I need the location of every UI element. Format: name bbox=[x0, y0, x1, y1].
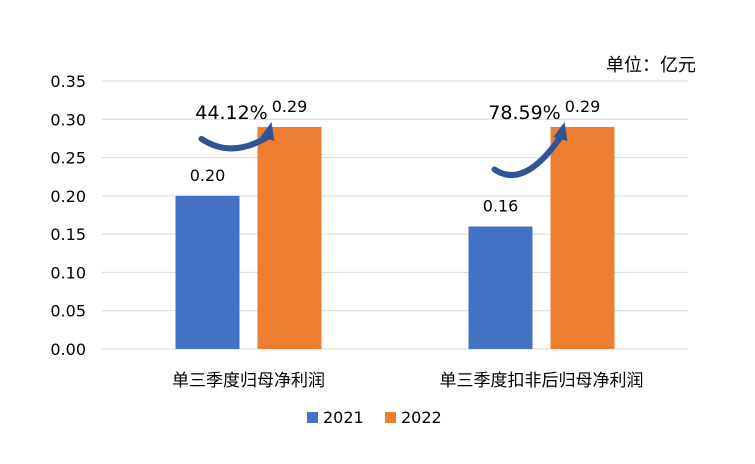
bar-2021 bbox=[468, 226, 533, 349]
growth-arrow-head bbox=[260, 121, 275, 141]
growth-arrow bbox=[198, 133, 271, 152]
unit-label: 单位：亿元 bbox=[606, 55, 696, 76]
y-tick-label: 0.35 bbox=[50, 72, 86, 91]
bar-2021 bbox=[175, 195, 240, 349]
y-tick-label: 0.10 bbox=[50, 263, 86, 282]
y-tick-label: 0.25 bbox=[50, 149, 86, 168]
data-label-2022: 0.29 bbox=[272, 97, 308, 116]
data-label-2021: 0.20 bbox=[190, 166, 226, 185]
growth-arrows: 44.12% 78.59% bbox=[195, 102, 568, 178]
y-tick-label: 0.30 bbox=[50, 110, 86, 129]
legend-label-2021: 2021 bbox=[323, 408, 364, 427]
legend-label-2022: 2022 bbox=[401, 408, 442, 427]
y-tick-label: 0.00 bbox=[50, 340, 86, 359]
legend-swatch-2021 bbox=[307, 412, 318, 423]
y-tick-label: 0.05 bbox=[50, 302, 86, 321]
x-category-label: 单三季度扣非后归母净利润 bbox=[440, 371, 644, 391]
y-tick-label: 0.15 bbox=[50, 225, 86, 244]
growth-label: 44.12% bbox=[195, 102, 267, 124]
y-tick-label: 0.20 bbox=[50, 187, 86, 206]
growth-label: 78.59% bbox=[488, 102, 560, 124]
bar-2022 bbox=[550, 126, 615, 349]
bars: 0.20 0.29 0.16 0.29 bbox=[175, 97, 615, 349]
legend: 2021 2022 bbox=[307, 408, 442, 427]
data-label-2022: 0.29 bbox=[565, 97, 601, 116]
bar-2022 bbox=[257, 126, 322, 349]
growth-arrow-head bbox=[553, 121, 568, 141]
legend-swatch-2022 bbox=[385, 412, 396, 423]
x-category-label: 单三季度归母净利润 bbox=[172, 371, 325, 391]
data-label-2021: 0.16 bbox=[483, 196, 519, 215]
growth-arrow bbox=[491, 133, 564, 178]
x-axis-categories: 单三季度归母净利润 单三季度扣非后归母净利润 bbox=[172, 371, 644, 391]
y-axis-ticks: 0.00 0.05 0.10 0.15 0.20 0.25 0.30 0.35 bbox=[50, 72, 86, 359]
